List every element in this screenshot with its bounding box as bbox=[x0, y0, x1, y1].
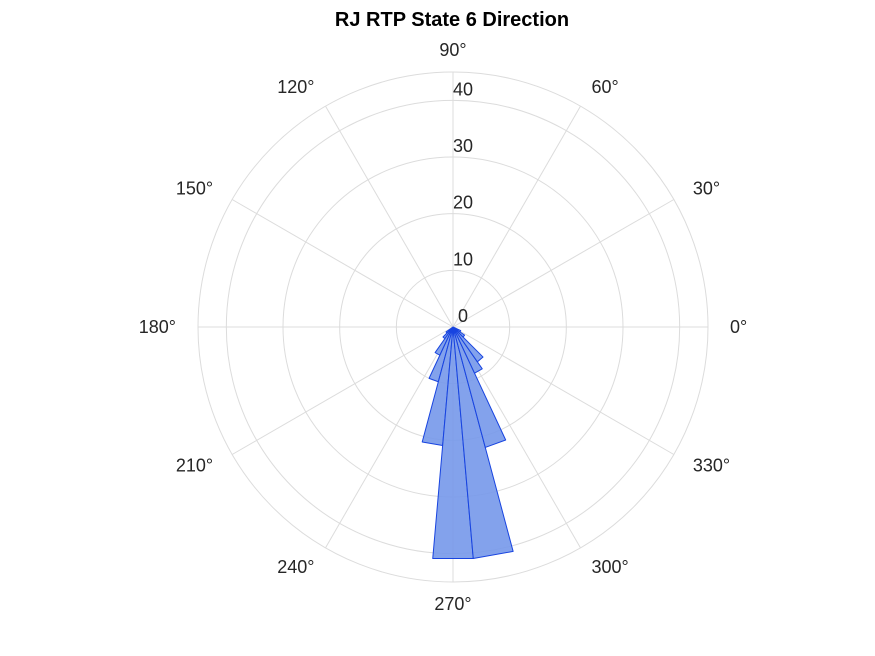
angle-tick-label: 180° bbox=[139, 317, 176, 337]
radial-tick-label: 40 bbox=[453, 79, 473, 99]
angle-tick-label: 240° bbox=[277, 557, 314, 577]
angle-tick-label: 330° bbox=[693, 456, 730, 476]
angle-tick-label: 0° bbox=[730, 317, 747, 337]
angle-tick-label: 270° bbox=[434, 594, 471, 614]
angle-tick-label: 150° bbox=[176, 179, 213, 199]
histogram-bars bbox=[421, 326, 514, 559]
radial-tick-label: 10 bbox=[453, 249, 473, 269]
grid-spoke-240 bbox=[325, 326, 454, 549]
angle-tick-label: 300° bbox=[592, 557, 629, 577]
histogram-bar-11 bbox=[452, 326, 462, 333]
grid-spoke-150 bbox=[231, 199, 454, 328]
radial-tick-label: 30 bbox=[453, 136, 473, 156]
grid-spoke-30 bbox=[452, 199, 675, 328]
histogram-bar-9 bbox=[452, 326, 484, 363]
grid-spoke-210 bbox=[231, 326, 454, 455]
grid-spoke-330 bbox=[452, 326, 675, 455]
radial-tick-labels: 0 10 20 30 40 bbox=[453, 79, 473, 326]
angle-tick-labels: 0° 30° 60° 90° 120° 150° 180° 210° 240° 270° 300° 3… bbox=[139, 40, 747, 614]
grid-spoke-120 bbox=[325, 105, 454, 328]
radial-tick-label: 20 bbox=[453, 193, 473, 213]
angle-tick-label: 60° bbox=[592, 77, 619, 97]
radial-tick-label: 0 bbox=[458, 306, 468, 326]
chart-title: RJ RTP State 6 Direction bbox=[335, 9, 569, 31]
angle-tick-label: 90° bbox=[439, 40, 466, 60]
angle-tick-label: 30° bbox=[693, 179, 720, 199]
histogram-bar-7 bbox=[452, 326, 507, 448]
angle-tick-label: 210° bbox=[176, 456, 213, 476]
angle-tick-label: 120° bbox=[277, 77, 314, 97]
grid-spoke-60 bbox=[452, 105, 581, 328]
